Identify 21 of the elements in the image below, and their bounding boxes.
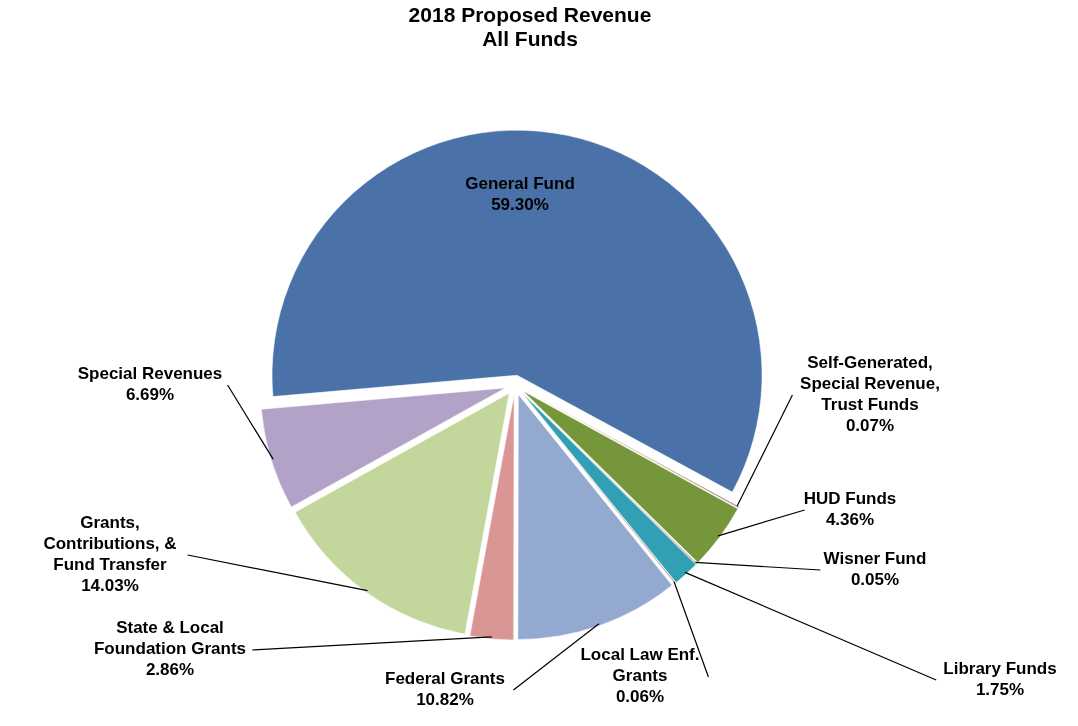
data-label: 1.75% — [975, 679, 1025, 699]
data-label: 10.82% — [416, 689, 474, 709]
slice-label: Federal Grants — [385, 668, 505, 688]
chart-title: 2018 Proposed Revenue All Funds — [408, 3, 652, 50]
data-label: 14.03% — [81, 575, 139, 595]
data-label: 0.05% — [850, 569, 900, 589]
slice-label: Library Funds — [943, 658, 1057, 678]
slice-label: State & Local Foundation Grants — [93, 618, 247, 659]
slice-label: Self-Generated, Special Revenue, Trust Funds — [800, 352, 940, 414]
slice-label: Grants, Contributions, & Fund Transfer — [43, 512, 177, 574]
data-label: 0.07% — [845, 415, 895, 435]
slice-label: Local Law Enf. Grants — [580, 645, 700, 686]
slice-label: Wisner Fund — [823, 548, 927, 568]
slice-label: Special Revenues — [77, 363, 223, 383]
data-label: 0.06% — [615, 687, 665, 707]
data-label: 6.69% — [125, 384, 175, 404]
data-label: 4.36% — [825, 509, 875, 529]
slice-label: General Fund — [465, 173, 575, 193]
data-label: 59.30% — [491, 194, 549, 214]
data-label: 2.86% — [145, 660, 195, 680]
slice-label: HUD Funds — [803, 488, 897, 508]
